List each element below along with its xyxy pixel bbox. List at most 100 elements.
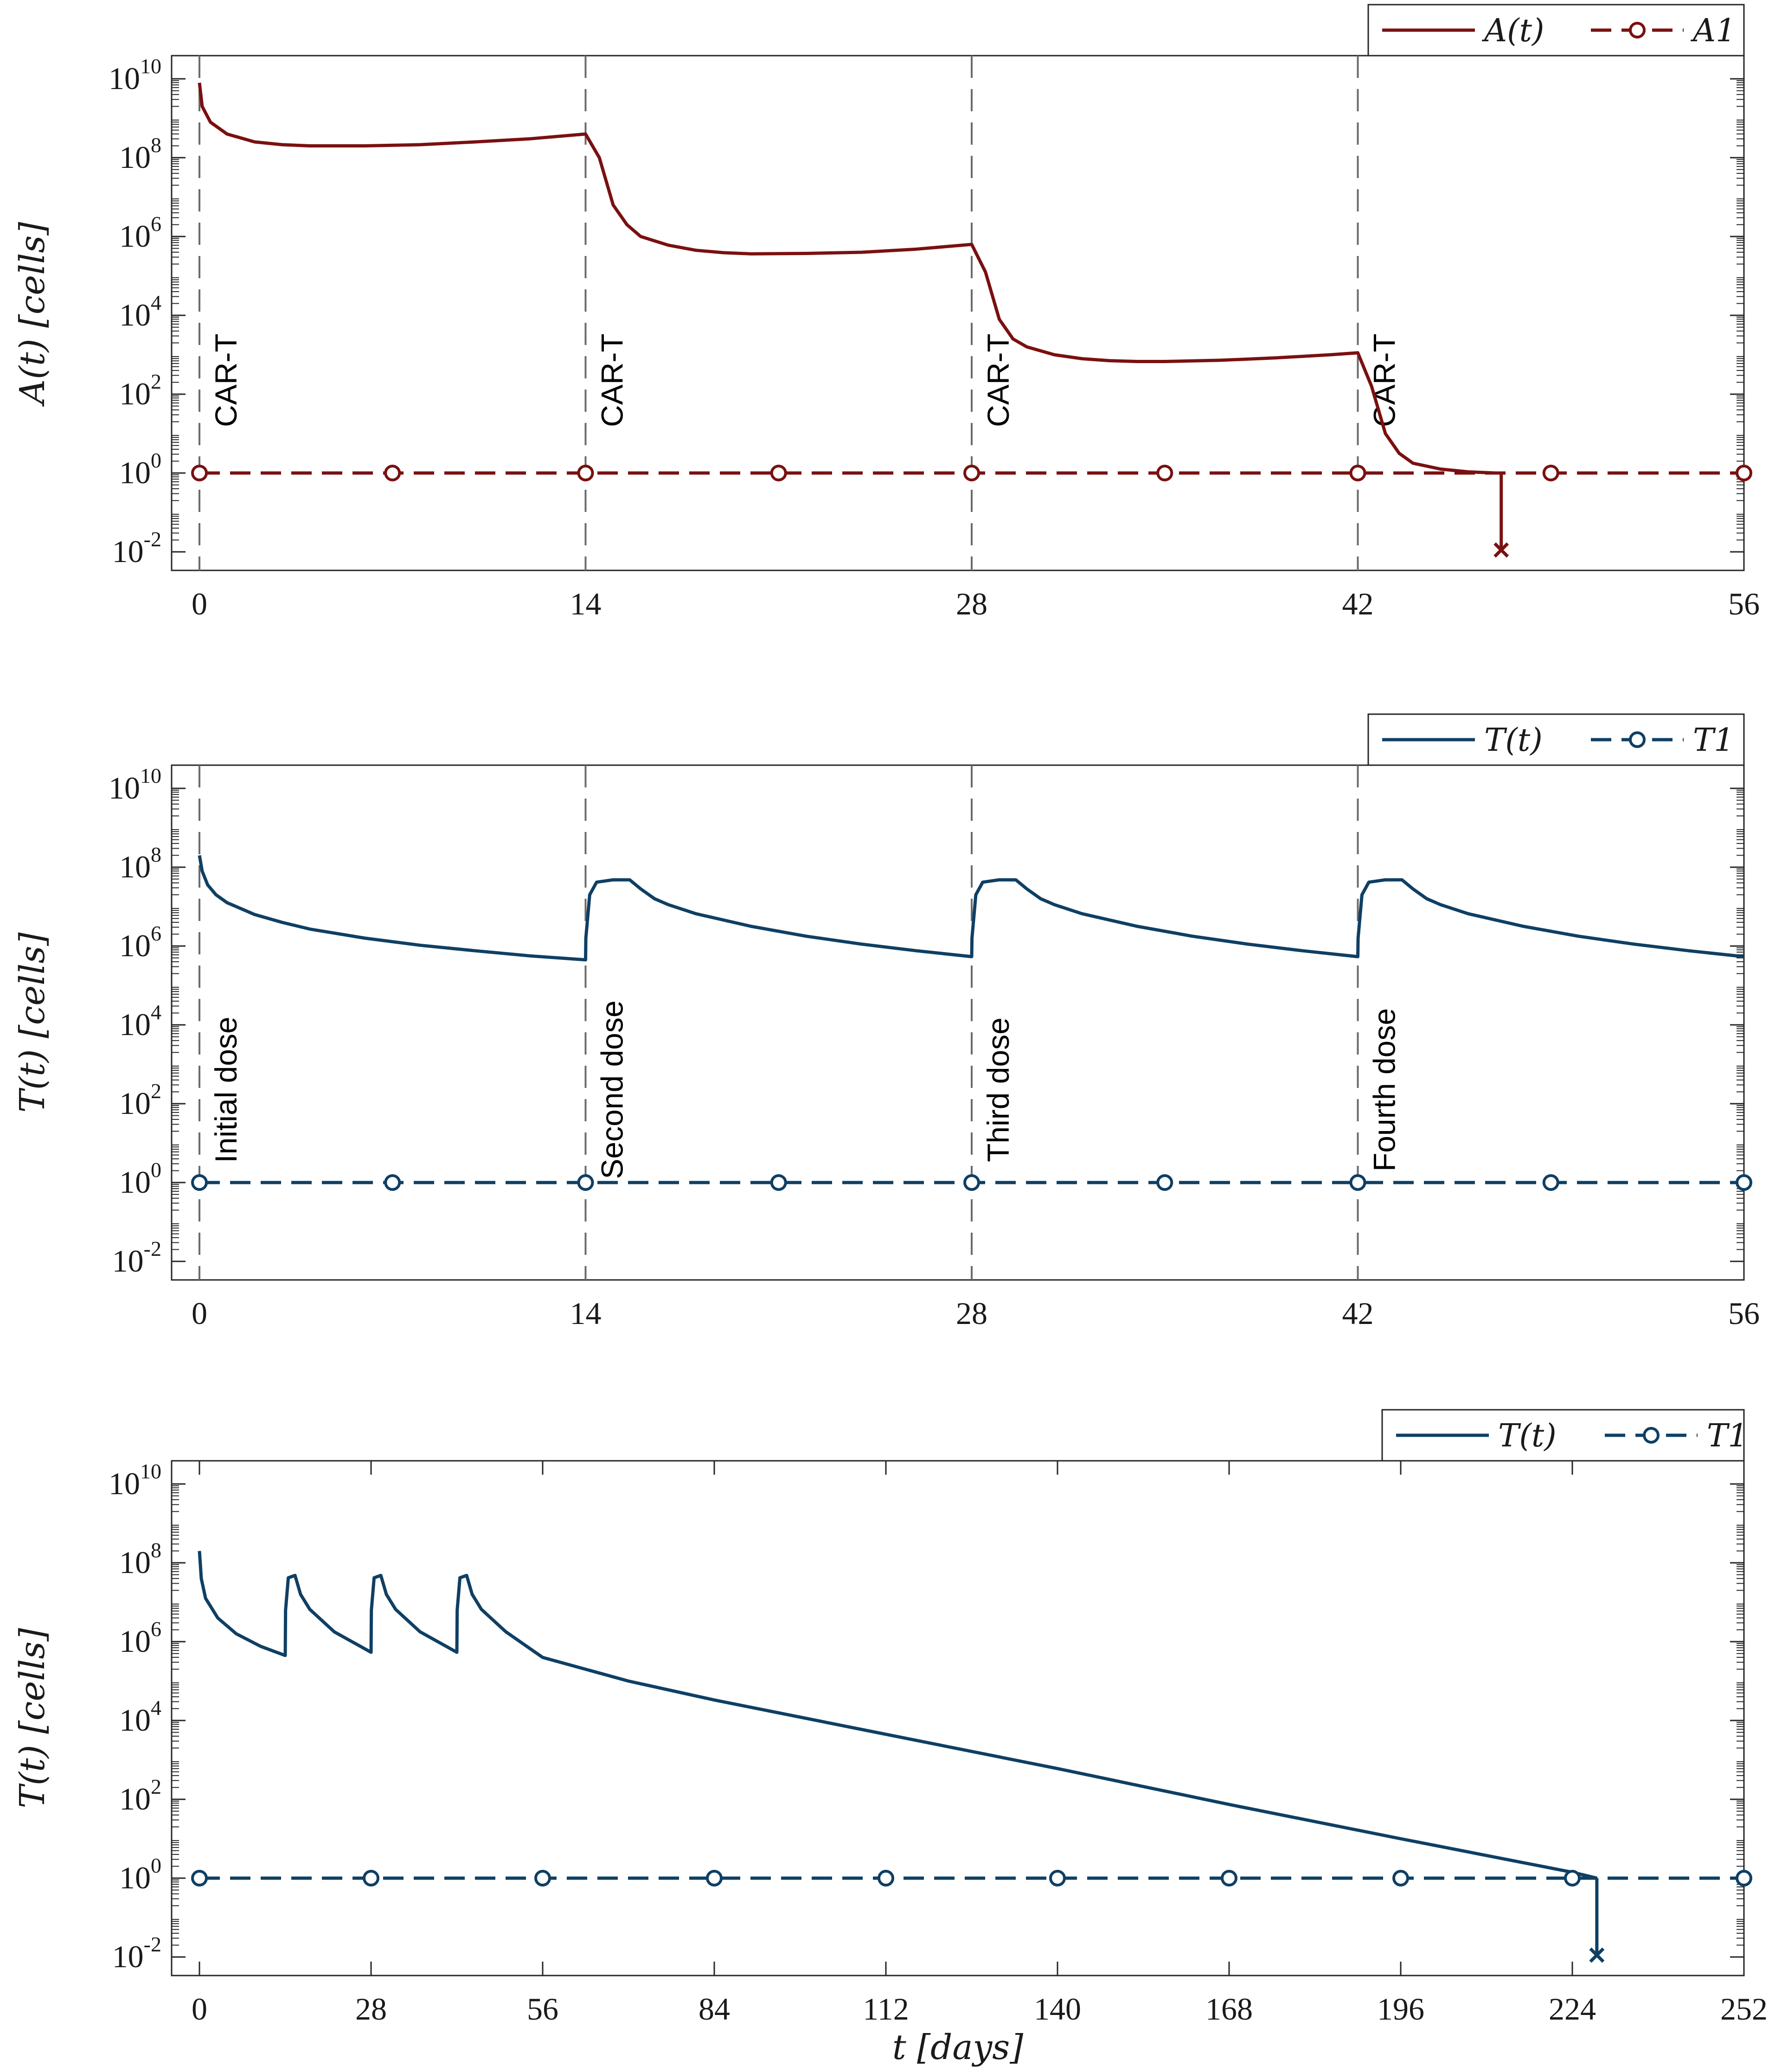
legend-label: A1 (1690, 13, 1736, 49)
threshold-marker (770, 465, 787, 481)
chart-A: 0 14 28 42 56 10-2 100 102 104 106 108 1010 A(t) [ce… (13, 4, 1760, 621)
legend-label: T1 (1707, 1418, 1748, 1454)
y-tick-label: 10-2 (112, 1237, 161, 1279)
dose-annotation: Fourth dose (1367, 1008, 1402, 1171)
y-tick-label: 100 (119, 448, 161, 490)
axes-frame (171, 55, 1745, 571)
threshold-marker (191, 1174, 208, 1191)
threshold-marker (1542, 1174, 1559, 1191)
x-tick-label: 168 (1205, 1991, 1253, 2027)
x-tick-label: 28 (355, 1991, 387, 2027)
x-tick-label: 28 (956, 586, 987, 621)
threshold-marker (1736, 1174, 1752, 1191)
extinction-marker (1493, 542, 1509, 558)
dose-annotation: Second dose (595, 1000, 629, 1179)
y-tick-label: 1010 (109, 764, 161, 806)
threshold-marker (1736, 465, 1752, 481)
legend-swatch-marker (1629, 22, 1646, 38)
chart-T_long: 0 28 56 84 112 140 168 196 224 252 10-2 100 102 104 10… (13, 1409, 1768, 2027)
series-Tt-line (198, 1551, 1597, 1880)
dose-annotation: CAR-T (981, 333, 1015, 427)
dose-annotation: CAR-T (595, 333, 629, 427)
dose-annotation: CAR-T (209, 333, 243, 427)
y-tick-label: 104 (119, 1000, 161, 1042)
legend-swatch-marker (1643, 1427, 1660, 1444)
y-tick-label: 104 (119, 291, 161, 333)
x-tick-label: 28 (956, 1296, 987, 1331)
x-tick-label: 0 (192, 1296, 207, 1331)
dose-annotation: CAR-T (1367, 333, 1402, 427)
extinction-marker (1589, 1947, 1605, 1963)
threshold-marker (191, 1870, 208, 1887)
x-tick-label: 42 (1342, 1296, 1374, 1331)
x-tick-label: 56 (1728, 586, 1760, 621)
threshold-marker (1392, 1870, 1409, 1887)
y-tick-label: 1010 (109, 54, 161, 96)
axis-label: T(t) [cells] (13, 933, 52, 1113)
axes-frame (171, 764, 1745, 1281)
legend-box (1367, 713, 1745, 766)
threshold-marker (1349, 1174, 1366, 1191)
dose-annotation: Initial dose (209, 1017, 243, 1163)
threshold-marker (1736, 1870, 1752, 1887)
y-tick-label: 108 (119, 133, 161, 175)
threshold-marker (1542, 465, 1559, 481)
x-tick-label: 0 (192, 1991, 207, 2027)
threshold-marker (1156, 1174, 1173, 1191)
threshold-marker (191, 465, 208, 481)
axis-label: T(t) [cells] (13, 1628, 52, 1809)
x-tick-label: 84 (699, 1991, 730, 2027)
threshold-marker (1349, 465, 1366, 481)
threshold-marker (770, 1174, 787, 1191)
y-tick-label: 106 (119, 212, 161, 254)
threshold-marker (1156, 465, 1173, 481)
x-tick-label: 112 (863, 1991, 909, 2027)
y-tick-label: 102 (119, 1775, 161, 1816)
x-tick-label: 196 (1377, 1991, 1424, 2027)
threshold-marker (963, 465, 980, 481)
y-tick-label: 108 (119, 843, 161, 884)
threshold-marker (384, 465, 401, 481)
legend: T(t) T1 (1367, 713, 1745, 766)
y-tick-label: 106 (119, 1617, 161, 1659)
y-tick-label: 100 (119, 1854, 161, 1895)
chart-T: 0 14 28 42 56 10-2 100 102 104 106 108 1010 T(t) [ce… (13, 713, 1760, 1331)
axes-frame (171, 1460, 1745, 1976)
legend: T(t) T1 (1381, 1409, 1748, 1462)
threshold-marker (1221, 1870, 1237, 1887)
dose-annotation: Third dose (981, 1017, 1015, 1162)
y-tick-label: 102 (119, 370, 161, 411)
threshold-marker (706, 1870, 723, 1887)
y-tick-label: 102 (119, 1079, 161, 1121)
series-Tt-line (198, 855, 1744, 962)
threshold-marker (363, 1870, 379, 1887)
x-tick-label: 56 (527, 1991, 558, 2027)
threshold-marker (1049, 1870, 1066, 1887)
threshold-marker (963, 1174, 980, 1191)
threshold-marker (878, 1870, 894, 1887)
threshold-marker (1564, 1870, 1581, 1887)
y-tick-label: 104 (119, 1696, 161, 1738)
y-tick-label: 10-2 (112, 1932, 161, 1974)
legend: A(t) A1 (1367, 4, 1745, 57)
legend-label: A(t) (1481, 13, 1544, 49)
y-tick-label: 1010 (109, 1459, 161, 1501)
x-tick-label: 42 (1342, 586, 1374, 621)
legend-swatch-marker (1629, 731, 1646, 748)
x-tick-label: 0 (192, 586, 207, 621)
threshold-marker (534, 1870, 551, 1887)
y-tick-label: 10-2 (112, 527, 161, 569)
axis-label: A(t) [cells] (13, 222, 52, 407)
y-tick-label: 100 (119, 1158, 161, 1200)
series-At-line (198, 83, 1496, 475)
x-tick-label: 252 (1720, 1991, 1768, 2027)
threshold-marker (384, 1174, 401, 1191)
y-tick-label: 106 (119, 921, 161, 963)
x-tick-label: 56 (1728, 1296, 1760, 1331)
legend-label: T1 (1693, 722, 1734, 759)
threshold-marker (577, 465, 594, 481)
x-tick-label: 224 (1549, 1991, 1596, 2027)
legend-label: T(t) (1498, 1418, 1557, 1454)
threshold-marker (577, 1174, 594, 1191)
